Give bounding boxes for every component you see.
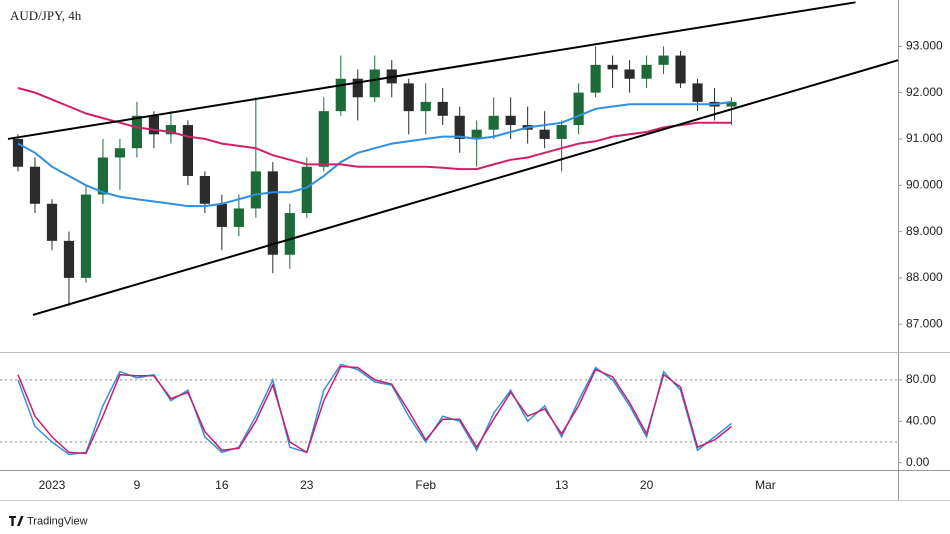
moving-average	[17, 87, 732, 171]
y-tick-label: 88.000	[906, 270, 943, 284]
candle-body	[369, 69, 380, 98]
candle-body	[607, 64, 618, 70]
candle-body	[658, 55, 669, 65]
candle-body	[352, 78, 363, 98]
x-tick-label: 2023	[39, 478, 66, 492]
candle-body	[165, 125, 176, 135]
candle-body	[675, 55, 686, 84]
y-tick-label: 90.000	[906, 177, 943, 191]
y-tick-label: 91.000	[906, 131, 943, 145]
candle-body	[556, 125, 567, 139]
candle-body	[641, 64, 652, 79]
moving-average	[17, 100, 732, 208]
y-tick-label: 89.000	[906, 224, 943, 238]
y-tick-label: 80.00	[906, 372, 936, 386]
trendline	[32, 59, 899, 316]
logo: TradingView	[9, 515, 88, 527]
trendline	[7, 1, 856, 140]
stochastic-line	[17, 363, 732, 456]
candle-body	[12, 138, 24, 167]
candle-body	[454, 115, 465, 139]
candle-body	[437, 101, 448, 116]
y-tick-label: 87.000	[906, 316, 943, 330]
candle-body	[216, 203, 227, 227]
candle-body	[80, 194, 92, 278]
y-tick-label: 0.00	[906, 455, 930, 469]
stochastic-line	[17, 365, 732, 455]
x-tick-label: 16	[215, 478, 229, 492]
y-tick-label: 92.000	[906, 85, 943, 99]
x-tick-label: 9	[134, 478, 141, 492]
logo-icon	[9, 516, 24, 526]
candle-body	[471, 129, 482, 139]
x-tick-label: Mar	[755, 478, 776, 492]
candle-body	[29, 166, 41, 204]
candle-body	[250, 171, 261, 209]
candle-body	[505, 115, 516, 126]
candle-body	[624, 69, 635, 79]
x-tick-label: Feb	[415, 478, 436, 492]
candle-body	[403, 83, 414, 112]
candle-body	[335, 78, 346, 112]
candle-body	[63, 240, 75, 278]
candle-body	[182, 125, 193, 176]
candle-body	[318, 111, 329, 167]
x-tick-label: 20	[640, 478, 654, 492]
x-tick-label: 23	[300, 478, 314, 492]
candle-body	[590, 64, 601, 93]
candle-body	[420, 101, 431, 112]
chart-title: AUD/JPY, 4h	[10, 8, 82, 23]
candle-body	[233, 208, 244, 227]
candle-body	[726, 101, 737, 107]
x-tick-label: 13	[555, 478, 569, 492]
candle-body	[692, 83, 703, 102]
candle-body	[488, 115, 499, 130]
logo-text: TradingView	[27, 515, 88, 527]
candle-body	[131, 115, 143, 149]
candle-body	[284, 213, 295, 255]
candle-body	[301, 166, 312, 214]
candle-body	[573, 92, 584, 126]
candle-body	[539, 129, 550, 139]
candle-body	[148, 115, 160, 135]
candle-body	[199, 176, 210, 204]
y-tick-label: 93.000	[906, 38, 943, 52]
y-tick-label: 40.00	[906, 414, 936, 428]
candle-body	[267, 171, 278, 255]
candle-body	[46, 203, 58, 241]
candle-body	[114, 148, 126, 158]
candle-body	[97, 157, 109, 195]
